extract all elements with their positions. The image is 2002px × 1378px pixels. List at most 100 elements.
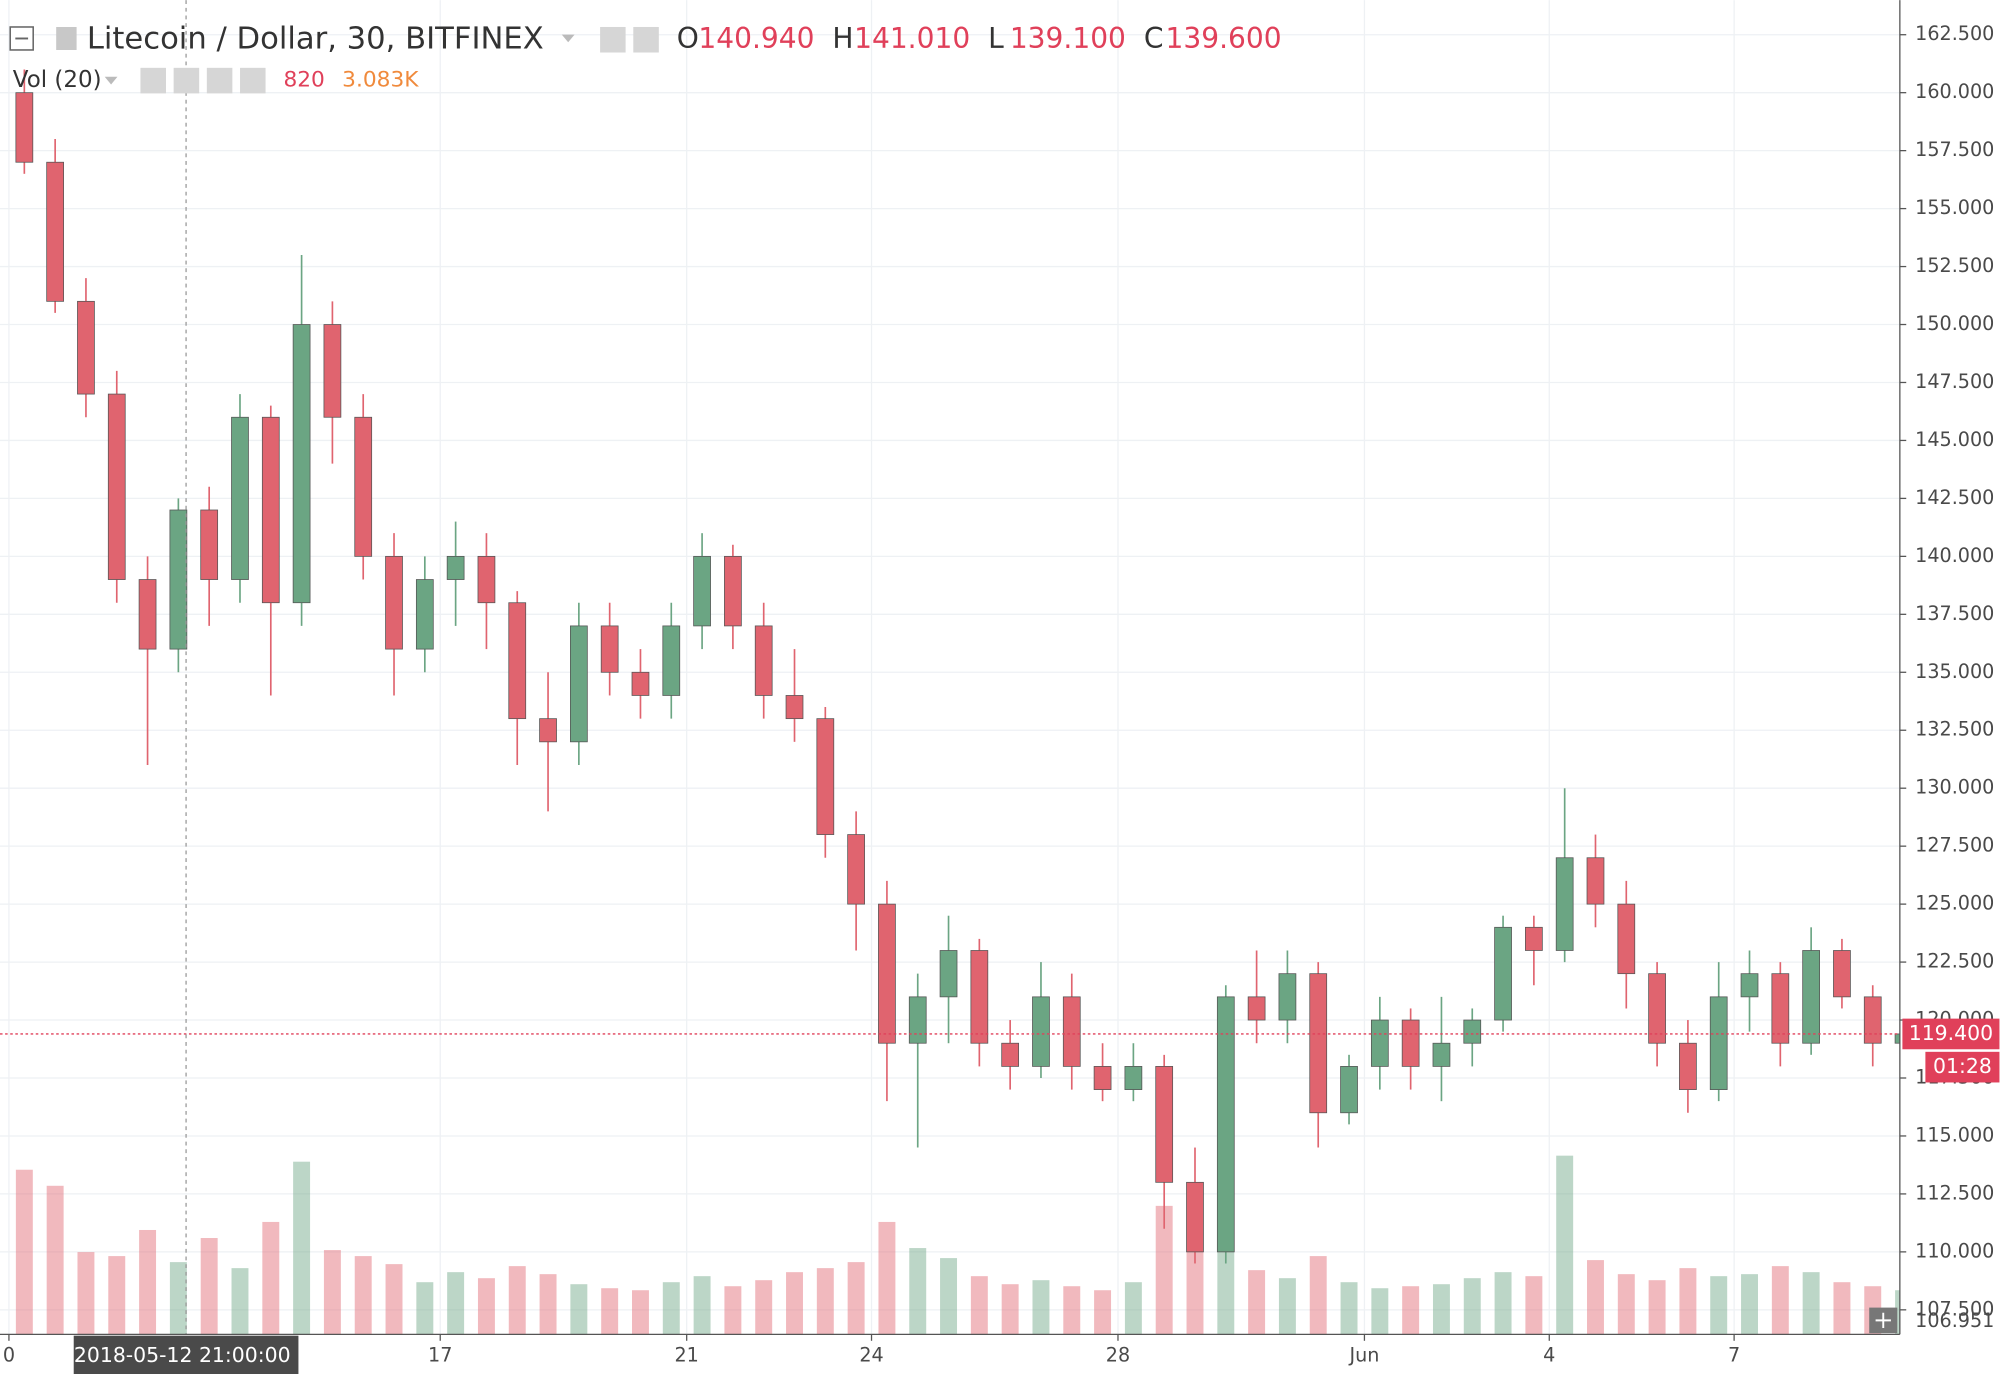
x-tick-label: 0 xyxy=(3,1344,15,1367)
candle-body xyxy=(1247,996,1266,1021)
volume-bar xyxy=(1032,1280,1050,1335)
volume-bar xyxy=(508,1266,526,1335)
volume-bar xyxy=(970,1276,988,1335)
x-tick-label: 7 xyxy=(1728,1344,1740,1367)
eye-button[interactable] xyxy=(600,26,626,53)
volume-bar xyxy=(1340,1282,1358,1335)
volume-bar xyxy=(1802,1272,1820,1335)
volume-bar xyxy=(601,1288,619,1335)
candle-body xyxy=(631,671,650,696)
x-tick-label: 17 xyxy=(428,1344,452,1367)
ohlc-letter: H xyxy=(832,22,853,55)
y-tick-label: 140.000 xyxy=(1915,544,1994,567)
y-tick-label: 115.000 xyxy=(1915,1123,1994,1146)
candle-body xyxy=(292,324,311,604)
candle-body xyxy=(1309,973,1328,1114)
volume-bar xyxy=(231,1268,249,1335)
volume-bar xyxy=(940,1258,958,1335)
y-tick-label: 162.500 xyxy=(1915,22,1994,45)
volume-bar xyxy=(1463,1278,1481,1335)
candle-body xyxy=(1463,1019,1482,1044)
eye-button[interactable] xyxy=(140,67,166,94)
volume-bar xyxy=(1741,1274,1758,1335)
candles xyxy=(0,0,1913,1335)
volume-bar xyxy=(909,1248,927,1335)
volume-bar xyxy=(1186,1229,1204,1335)
volume-bar xyxy=(1371,1288,1389,1335)
candle-body xyxy=(385,555,403,650)
symbol-icon xyxy=(56,26,77,50)
y-tick-label: 112.500 xyxy=(1915,1181,1994,1204)
volume-bar xyxy=(15,1169,33,1335)
volume-bar xyxy=(108,1256,126,1335)
price-axis-panel xyxy=(1899,0,2002,1378)
candle-body xyxy=(1432,1042,1451,1067)
candle-body xyxy=(939,950,958,998)
candle-body xyxy=(1093,1066,1112,1090)
volume-bar xyxy=(816,1268,834,1335)
x-tick-label: 24 xyxy=(859,1344,883,1367)
volume-bar xyxy=(1309,1256,1327,1335)
candle-body xyxy=(1124,1066,1143,1090)
candle-body xyxy=(1802,950,1820,1044)
candle-body xyxy=(1278,973,1297,1021)
volume-bar xyxy=(200,1238,218,1335)
candle-body xyxy=(1032,996,1050,1067)
candle-body xyxy=(1586,857,1605,905)
settings-button[interactable] xyxy=(633,26,659,53)
axes: 107.500110.000112.500115.000117.500120.0… xyxy=(3,22,2000,1374)
candle-body xyxy=(1401,1019,1420,1067)
y-tick-label: 152.500 xyxy=(1915,254,1994,277)
last-price-box xyxy=(1902,1018,2000,1050)
chart-title: Litecoin / Dollar, 30, BITFINEX xyxy=(87,21,544,56)
candle-body xyxy=(354,416,373,557)
dropdown[interactable] xyxy=(104,76,118,85)
candle-body xyxy=(724,555,742,627)
volume-bar xyxy=(77,1252,95,1335)
countdown-label: 01:28 xyxy=(1933,1054,1992,1078)
ohlc-letter: O xyxy=(677,22,699,55)
candle-body xyxy=(1062,996,1081,1067)
crosshair-box xyxy=(73,1335,299,1374)
candle-body xyxy=(1340,1066,1358,1114)
x-tick-label: 4 xyxy=(1543,1344,1555,1367)
volume-bar xyxy=(1617,1274,1635,1335)
y-tick-label: 137.500 xyxy=(1915,602,1994,625)
volume-bar xyxy=(786,1272,803,1335)
volume-bar xyxy=(1648,1280,1666,1335)
candle-body xyxy=(46,161,64,302)
x-tick-label: 28 xyxy=(1106,1344,1130,1367)
volume-bar xyxy=(1094,1290,1112,1335)
candle-body xyxy=(1740,973,1759,998)
volume-bar xyxy=(293,1161,311,1335)
candle-body xyxy=(1863,996,1882,1044)
candle-body xyxy=(908,996,927,1044)
candle-body xyxy=(1186,1181,1204,1253)
candle-body xyxy=(1771,973,1790,1044)
candle-body xyxy=(1617,903,1636,975)
candle-body xyxy=(1709,996,1728,1090)
volume-average: 3.083K xyxy=(342,68,419,93)
y-tick-label: 157.500 xyxy=(1915,138,1994,161)
volume-bar xyxy=(169,1262,187,1335)
volume-legend-label: Vol (20) xyxy=(13,67,102,93)
volume-bar xyxy=(1710,1276,1728,1335)
volume-bar xyxy=(46,1185,64,1335)
volume-bar xyxy=(1217,1240,1235,1335)
candle-body xyxy=(1833,950,1851,998)
ohlc-value: 141.010 xyxy=(854,22,970,55)
volume-bar xyxy=(477,1278,495,1335)
candle-body xyxy=(415,579,434,650)
plus-icon xyxy=(1875,1312,1891,1329)
dropdown[interactable] xyxy=(561,34,575,43)
y-tick-label: 160.000 xyxy=(1915,80,1994,103)
candle-body xyxy=(477,555,496,604)
add-button[interactable] xyxy=(206,67,233,94)
volume-bar xyxy=(724,1286,742,1335)
remove-button[interactable] xyxy=(240,67,266,94)
settings-button[interactable] xyxy=(173,67,200,94)
candle-body xyxy=(970,950,989,1044)
candle-body xyxy=(878,903,896,1044)
volume-bar xyxy=(570,1284,588,1335)
